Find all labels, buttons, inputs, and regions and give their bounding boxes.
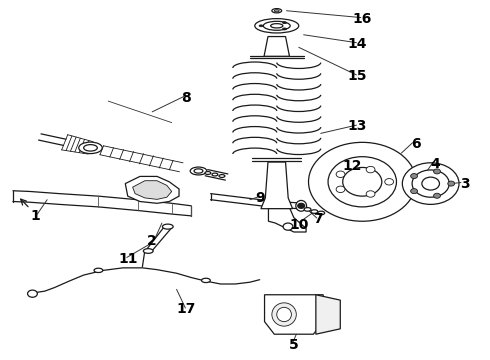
Circle shape — [434, 193, 441, 198]
Circle shape — [434, 169, 441, 174]
Ellipse shape — [277, 307, 292, 321]
Ellipse shape — [255, 19, 299, 33]
Ellipse shape — [94, 268, 103, 273]
Ellipse shape — [283, 22, 287, 24]
Polygon shape — [125, 176, 179, 203]
Text: 2: 2 — [147, 234, 157, 248]
Circle shape — [412, 170, 449, 197]
Circle shape — [283, 223, 293, 230]
Ellipse shape — [422, 173, 437, 194]
Ellipse shape — [283, 28, 287, 30]
Text: 15: 15 — [347, 69, 367, 83]
Circle shape — [366, 166, 375, 173]
Ellipse shape — [272, 9, 282, 13]
Circle shape — [422, 177, 440, 190]
Circle shape — [27, 290, 37, 297]
Text: 10: 10 — [289, 218, 308, 232]
Text: 4: 4 — [431, 157, 441, 171]
Circle shape — [448, 181, 455, 186]
Circle shape — [385, 179, 393, 185]
Ellipse shape — [318, 211, 325, 215]
Text: 3: 3 — [460, 177, 470, 190]
Text: 1: 1 — [30, 209, 40, 223]
Ellipse shape — [296, 201, 307, 211]
Polygon shape — [265, 295, 333, 334]
Circle shape — [309, 142, 416, 221]
Ellipse shape — [270, 24, 283, 28]
Ellipse shape — [219, 175, 225, 177]
Text: 8: 8 — [181, 90, 191, 104]
Ellipse shape — [162, 224, 173, 229]
Text: 16: 16 — [353, 12, 372, 26]
Polygon shape — [133, 181, 172, 199]
Circle shape — [411, 189, 417, 194]
Ellipse shape — [259, 25, 263, 27]
Text: 9: 9 — [255, 191, 265, 205]
Circle shape — [402, 163, 459, 204]
Text: 6: 6 — [411, 137, 421, 151]
Polygon shape — [264, 37, 290, 56]
Ellipse shape — [212, 173, 218, 176]
Ellipse shape — [274, 10, 279, 12]
Ellipse shape — [304, 208, 311, 211]
Polygon shape — [316, 295, 340, 334]
Ellipse shape — [144, 249, 153, 253]
Text: 5: 5 — [289, 338, 299, 352]
Ellipse shape — [311, 210, 318, 213]
Circle shape — [366, 191, 375, 197]
Ellipse shape — [190, 167, 207, 175]
Text: 14: 14 — [347, 37, 367, 51]
Polygon shape — [269, 209, 306, 232]
Text: 17: 17 — [177, 302, 196, 316]
Ellipse shape — [263, 21, 290, 30]
Ellipse shape — [205, 172, 211, 175]
Circle shape — [336, 171, 345, 177]
Text: 13: 13 — [348, 119, 367, 133]
Text: 12: 12 — [343, 159, 362, 173]
Ellipse shape — [194, 169, 203, 173]
Ellipse shape — [84, 145, 98, 151]
Polygon shape — [261, 162, 293, 209]
Circle shape — [298, 203, 305, 208]
Text: 11: 11 — [118, 252, 138, 266]
Circle shape — [336, 186, 345, 193]
Circle shape — [411, 174, 417, 179]
Ellipse shape — [272, 303, 296, 326]
Ellipse shape — [79, 142, 102, 154]
Circle shape — [343, 167, 382, 196]
Circle shape — [328, 157, 396, 207]
Ellipse shape — [201, 278, 210, 283]
Text: 7: 7 — [314, 212, 323, 226]
